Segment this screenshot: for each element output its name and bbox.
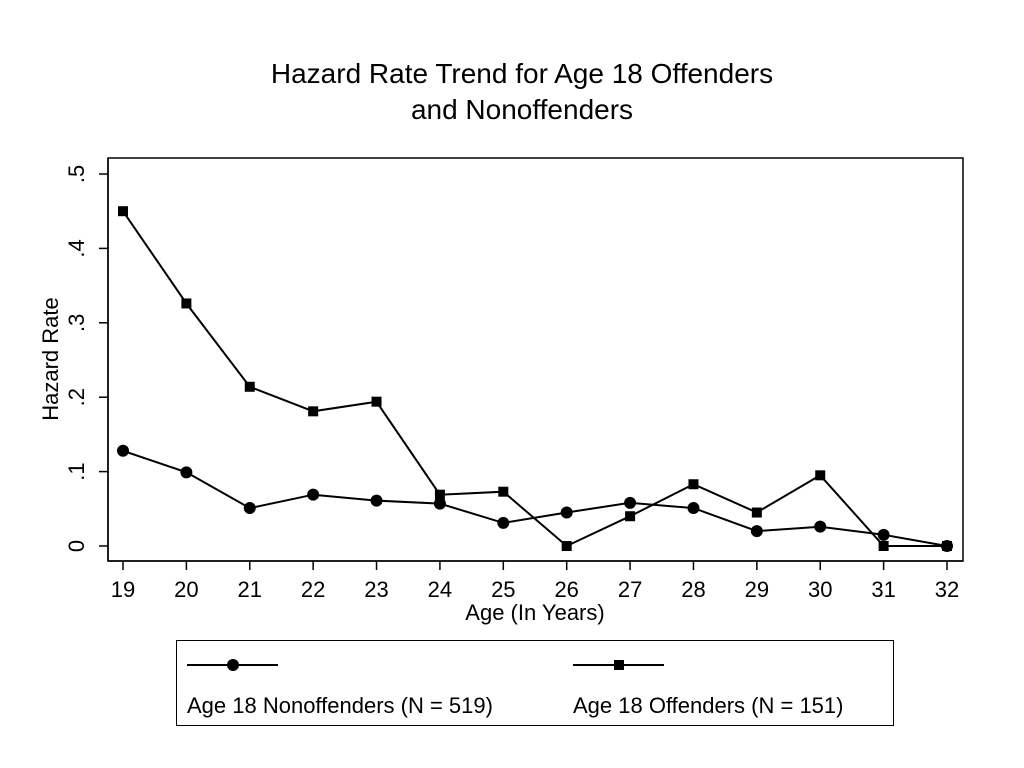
data-point-nonoffenders xyxy=(750,525,763,538)
legend: Age 18 Nonoffenders (N = 519) Age 18 Off… xyxy=(176,640,894,726)
data-point-nonoffenders xyxy=(243,502,256,515)
y-axis-ticks: 0 .1 .2 .3 .4 .5 xyxy=(64,165,108,552)
x-tick-label: 23 xyxy=(364,577,388,602)
x-tick-label: 28 xyxy=(681,577,705,602)
chart-title-line-2: and Nonoffenders xyxy=(410,94,634,125)
data-point-offenders xyxy=(942,541,952,551)
chart-title: Hazard Rate Trend for Age 18 Offenders a… xyxy=(0,56,1024,128)
data-point-nonoffenders xyxy=(180,466,193,479)
line-chart: 0 .1 .2 .3 .4 .5 19 20 21 22 23 24 25 26 27 28 29 30 31 32… xyxy=(38,157,964,625)
y-axis-label: Hazard Rate xyxy=(38,297,63,421)
data-point-offenders xyxy=(688,479,699,490)
data-point-offenders xyxy=(498,486,509,497)
x-tick-label: 20 xyxy=(174,577,198,602)
y-tick-label: .3 xyxy=(64,314,89,332)
legend-marker-circle xyxy=(227,659,239,671)
data-point-offenders xyxy=(815,470,826,481)
data-point-nonoffenders xyxy=(307,488,320,501)
data-point-nonoffenders xyxy=(370,494,383,507)
legend-key-nonoffenders xyxy=(187,659,278,671)
data-point-offenders xyxy=(751,507,762,518)
x-tick-label: 32 xyxy=(935,577,959,602)
chart-title-line-1: Hazard Rate Trend for Age 18 Offenders xyxy=(270,58,774,89)
data-point-offenders xyxy=(561,541,572,551)
data-point-nonoffenders xyxy=(433,497,446,510)
data-point-nonoffenders xyxy=(877,528,890,541)
x-tick-label: 31 xyxy=(871,577,895,602)
x-tick-label: 26 xyxy=(554,577,578,602)
y-tick-label: .5 xyxy=(64,165,89,183)
y-tick-label: .2 xyxy=(64,388,89,406)
legend-key-offenders xyxy=(573,660,664,670)
x-tick-label: 19 xyxy=(111,577,135,602)
x-tick-label: 30 xyxy=(808,577,832,602)
x-axis-label: Age (In Years) xyxy=(465,600,604,625)
y-tick-label: .4 xyxy=(64,239,89,257)
series-layer xyxy=(117,206,953,552)
data-point-nonoffenders xyxy=(687,502,700,515)
legend-label-offenders: Age 18 Offenders (N = 151) xyxy=(573,693,844,718)
x-tick-label: 25 xyxy=(491,577,515,602)
legend-marker-square xyxy=(614,660,624,670)
x-tick-label: 29 xyxy=(745,577,769,602)
x-tick-label: 22 xyxy=(301,577,325,602)
data-point-offenders xyxy=(181,298,192,309)
data-point-nonoffenders xyxy=(624,496,637,509)
legend-label-nonoffenders: Age 18 Nonoffenders (N = 519) xyxy=(187,693,493,718)
data-point-offenders xyxy=(625,511,636,522)
data-point-offenders xyxy=(244,381,255,392)
data-point-offenders xyxy=(878,541,889,551)
x-tick-label: 24 xyxy=(428,577,452,602)
y-tick-label: 0 xyxy=(64,540,89,552)
data-point-nonoffenders xyxy=(497,516,510,529)
data-point-nonoffenders xyxy=(560,506,573,519)
x-tick-label: 27 xyxy=(618,577,642,602)
data-point-nonoffenders xyxy=(814,520,827,533)
data-point-nonoffenders xyxy=(117,444,129,457)
y-tick-label: .1 xyxy=(64,462,89,480)
data-point-offenders xyxy=(118,206,128,217)
x-tick-label: 21 xyxy=(238,577,262,602)
data-point-offenders xyxy=(371,396,382,407)
series-line-offenders xyxy=(122,210,947,548)
x-axis-ticks: 19 20 21 22 23 24 25 26 27 28 29 30 31 32 xyxy=(111,561,959,602)
data-point-offenders xyxy=(308,406,319,417)
data-point-offenders xyxy=(434,489,445,500)
